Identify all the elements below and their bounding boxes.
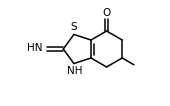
Text: NH: NH bbox=[67, 66, 82, 76]
Text: S: S bbox=[71, 22, 77, 32]
Text: O: O bbox=[103, 8, 111, 17]
Text: HN: HN bbox=[27, 43, 42, 54]
